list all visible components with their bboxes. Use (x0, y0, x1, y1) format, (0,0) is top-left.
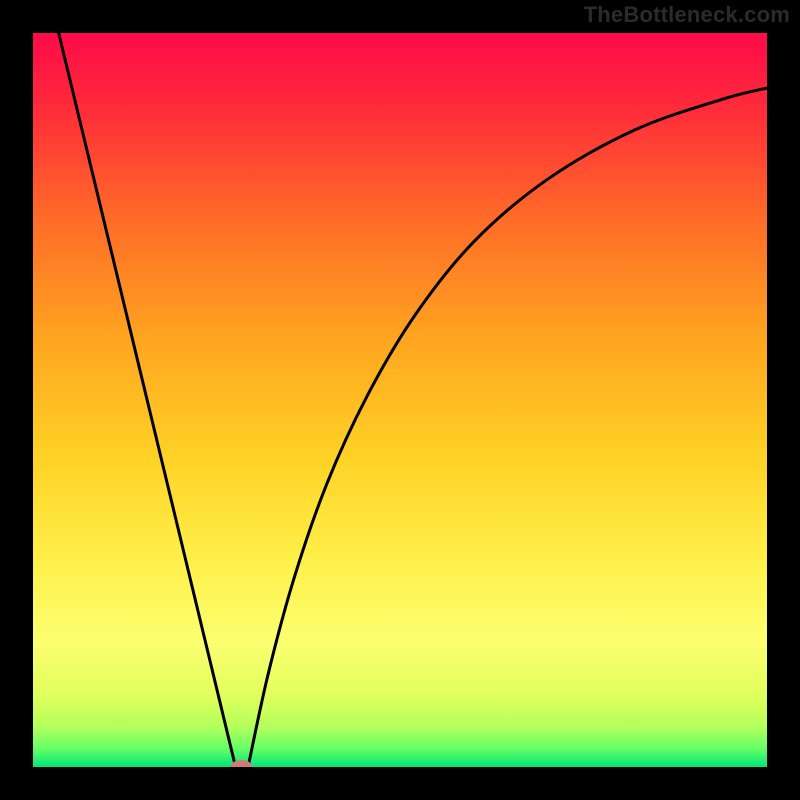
chart-background (33, 33, 767, 767)
chart-frame: TheBottleneck.com (0, 0, 800, 800)
watermark-text: TheBottleneck.com (584, 2, 790, 28)
chart-svg (33, 33, 767, 767)
plot-area (33, 33, 767, 767)
